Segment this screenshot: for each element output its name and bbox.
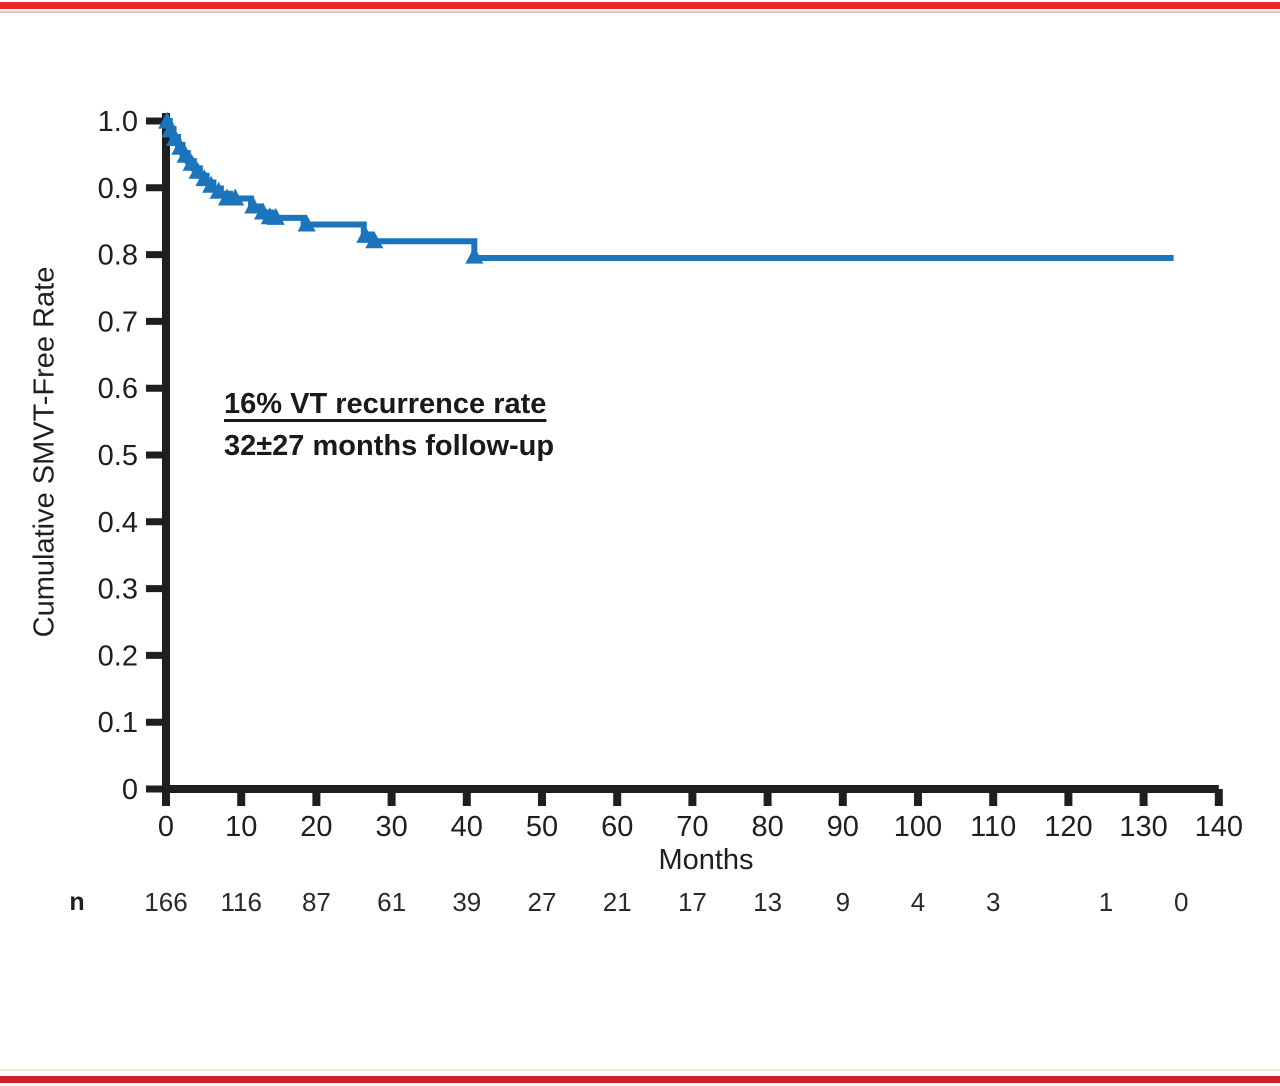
censor-mark-triangle: [244, 196, 263, 214]
y-tick-label: 0.9: [98, 173, 138, 205]
at-risk-count: 13: [753, 887, 782, 917]
y-tick-label: 0.7: [98, 306, 138, 338]
at-risk-count: 3: [986, 887, 1000, 917]
y-axis-title: Cumulative SMVT-Free Rate: [28, 266, 61, 638]
x-tick-label: 20: [300, 811, 332, 843]
at-risk-count: 9: [836, 887, 850, 917]
x-tick-label: 0: [158, 811, 174, 843]
y-tick-label: 0.1: [98, 707, 138, 739]
censor-mark-triangle: [297, 214, 316, 232]
at-risk-count: 27: [528, 887, 557, 917]
at-risk-count: 116: [220, 887, 261, 917]
y-tick-label: 0.4: [98, 507, 138, 539]
x-tick-label: 70: [676, 811, 708, 843]
at-risk-count: 4: [911, 887, 925, 917]
annotation-followup: 32±27 months follow-up: [224, 430, 555, 462]
censor-mark-triangle: [209, 181, 228, 199]
x-tick-label: 140: [1195, 811, 1243, 843]
at-risk-row-label: n: [69, 888, 84, 916]
at-risk-count: 1: [1099, 887, 1113, 917]
x-tick-label: 40: [451, 811, 483, 843]
x-tick-label: 60: [601, 811, 633, 843]
at-risk-count: 21: [603, 887, 632, 917]
censor-mark-triangle: [465, 246, 484, 264]
censor-mark-triangle: [266, 207, 285, 225]
at-risk-count: 166: [144, 887, 187, 917]
annotation-recurrence-rate: 16% VT recurrence rate: [224, 388, 547, 420]
top-red-rule-shadow: [0, 11, 1280, 13]
x-tick-label: 100: [894, 811, 942, 843]
x-tick-label: 110: [970, 811, 1016, 843]
x-axis-title: Months: [658, 844, 754, 876]
y-tick-label: 0.8: [98, 240, 138, 272]
bottom-red-rule: [0, 1076, 1280, 1083]
km-survival-curve: [166, 118, 1174, 261]
censor-mark-triangle: [365, 231, 384, 249]
at-risk-count: 0: [1174, 887, 1188, 917]
at-risk-count: 39: [452, 887, 481, 917]
y-tick-label: 0: [122, 774, 138, 806]
x-tick-label: 120: [1044, 811, 1092, 843]
y-tick-label: 1.0: [98, 106, 138, 138]
x-tick-label: 90: [827, 811, 859, 843]
at-risk-count: 87: [302, 887, 331, 917]
y-tick-label: 0.6: [98, 373, 138, 405]
y-tick-label: 0.3: [98, 574, 138, 606]
x-tick-label: 80: [751, 811, 783, 843]
annotation-block: 16% VT recurrence rate 32±27 months foll…: [224, 388, 554, 463]
x-tick-label: 30: [375, 811, 407, 843]
bottom-red-rule-shadow: [0, 1069, 1280, 1071]
y-tick-label: 0.5: [98, 440, 138, 472]
censor-mark-triangle: [356, 225, 375, 243]
top-red-rule: [0, 2, 1280, 9]
censor-mark-triangle: [226, 188, 245, 206]
x-tick-label: 130: [1119, 811, 1167, 843]
at-risk-count: 61: [377, 887, 406, 917]
y-tick-label: 0.2: [98, 640, 138, 672]
x-tick-label: 10: [225, 811, 257, 843]
x-tick-label: 50: [526, 811, 558, 843]
at-risk-count: 17: [678, 887, 707, 917]
